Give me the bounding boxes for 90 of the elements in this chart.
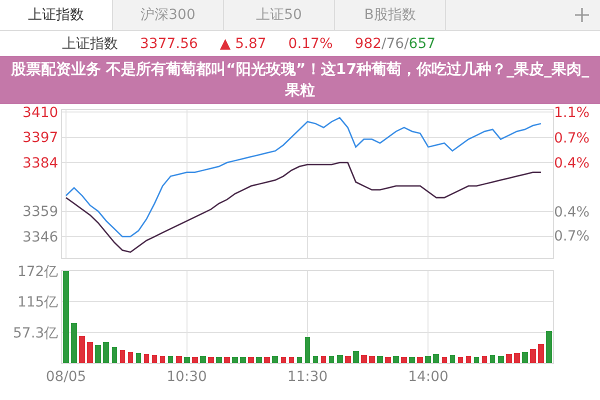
y-tick-label: 3359 xyxy=(22,204,58,220)
bar xyxy=(264,357,270,363)
bar xyxy=(248,357,254,363)
y-tick-label: 172亿 xyxy=(17,264,58,280)
bar xyxy=(442,357,447,363)
bar xyxy=(530,349,536,363)
bar xyxy=(112,347,117,363)
bar xyxy=(224,357,230,363)
bar xyxy=(168,356,173,363)
bar xyxy=(256,357,262,363)
y-tick-label: 3397 xyxy=(22,130,58,146)
text: 982/76/657 xyxy=(354,36,436,52)
bar xyxy=(401,357,407,363)
x-tick-label: 14:00 xyxy=(408,368,448,385)
bar xyxy=(87,342,93,363)
bar xyxy=(281,357,286,363)
chart-title: 上证指数 xyxy=(62,36,118,52)
y2-tick-label: 0.4% xyxy=(554,204,590,220)
bar xyxy=(450,355,455,363)
bar xyxy=(297,357,302,363)
bar xyxy=(498,356,504,363)
y-tick-label: 57.3亿 xyxy=(13,325,58,342)
bar xyxy=(474,357,479,363)
bar xyxy=(369,356,375,363)
bar xyxy=(232,357,238,363)
bar xyxy=(128,352,133,363)
bar xyxy=(321,356,326,363)
bar xyxy=(120,350,125,363)
bar xyxy=(71,323,77,363)
bar xyxy=(176,356,182,363)
bar xyxy=(152,355,157,363)
y-tick-label: 3346 xyxy=(22,229,58,246)
y2-tick-label: 1.1% xyxy=(554,104,590,121)
bar xyxy=(409,357,415,363)
bar xyxy=(522,352,528,363)
bar xyxy=(361,355,367,363)
line-series xyxy=(65,117,542,238)
text: ▲ 5.87 xyxy=(220,36,266,52)
y-tick-label: 115亿 xyxy=(17,294,58,310)
bar xyxy=(200,356,206,363)
bar xyxy=(466,356,471,363)
bar xyxy=(136,353,141,363)
caption-banner: 股票配资业务 不是所有葡萄都叫“阳光玫瑰”！这17种葡萄，你吃过几种？_果皮_果肉_果粒 xyxy=(0,56,600,104)
text: 0.17% xyxy=(288,36,333,52)
bar xyxy=(79,336,85,363)
bar xyxy=(417,357,423,363)
bar xyxy=(144,354,149,363)
bar xyxy=(216,357,222,363)
y2-tick-label: 0.7% xyxy=(554,228,590,245)
bar xyxy=(103,342,109,363)
bar xyxy=(482,356,487,363)
bar xyxy=(458,357,463,363)
bar xyxy=(490,355,495,363)
bar xyxy=(160,356,165,363)
bar xyxy=(192,357,198,363)
y-tick-label: 3384 xyxy=(22,155,58,172)
bar xyxy=(433,354,439,363)
x-tick-label: 08/05 xyxy=(46,368,86,385)
bar xyxy=(425,356,431,363)
bar xyxy=(353,351,359,363)
text: 上证50 xyxy=(224,0,335,30)
bar xyxy=(345,356,351,363)
bar xyxy=(514,353,520,363)
bar xyxy=(546,331,552,363)
bar xyxy=(95,345,101,363)
text: 3377.56 xyxy=(140,36,198,52)
bar xyxy=(272,356,278,363)
x-tick-label: 11:30 xyxy=(287,368,328,385)
bar xyxy=(377,356,383,363)
bar xyxy=(240,357,246,363)
y2-tick-label: 0.7% xyxy=(554,130,590,146)
bar xyxy=(313,356,318,363)
bar xyxy=(385,357,391,363)
bar xyxy=(329,356,334,363)
y-tick-label: 3410 xyxy=(22,104,58,121)
bar xyxy=(208,357,214,363)
x-tick-label: 10:30 xyxy=(166,368,207,385)
bar xyxy=(184,357,190,363)
y2-tick-label: 0.4% xyxy=(554,155,590,172)
bar xyxy=(506,354,512,363)
text: B股指数 xyxy=(335,0,446,30)
bar xyxy=(289,357,294,363)
bar xyxy=(63,271,69,363)
bar xyxy=(305,337,310,363)
text: 上证指数 xyxy=(0,0,113,30)
line-series xyxy=(65,162,542,253)
text: 沪深300 xyxy=(113,0,224,30)
bar xyxy=(337,355,343,363)
bar xyxy=(393,356,399,363)
bar xyxy=(538,344,544,363)
